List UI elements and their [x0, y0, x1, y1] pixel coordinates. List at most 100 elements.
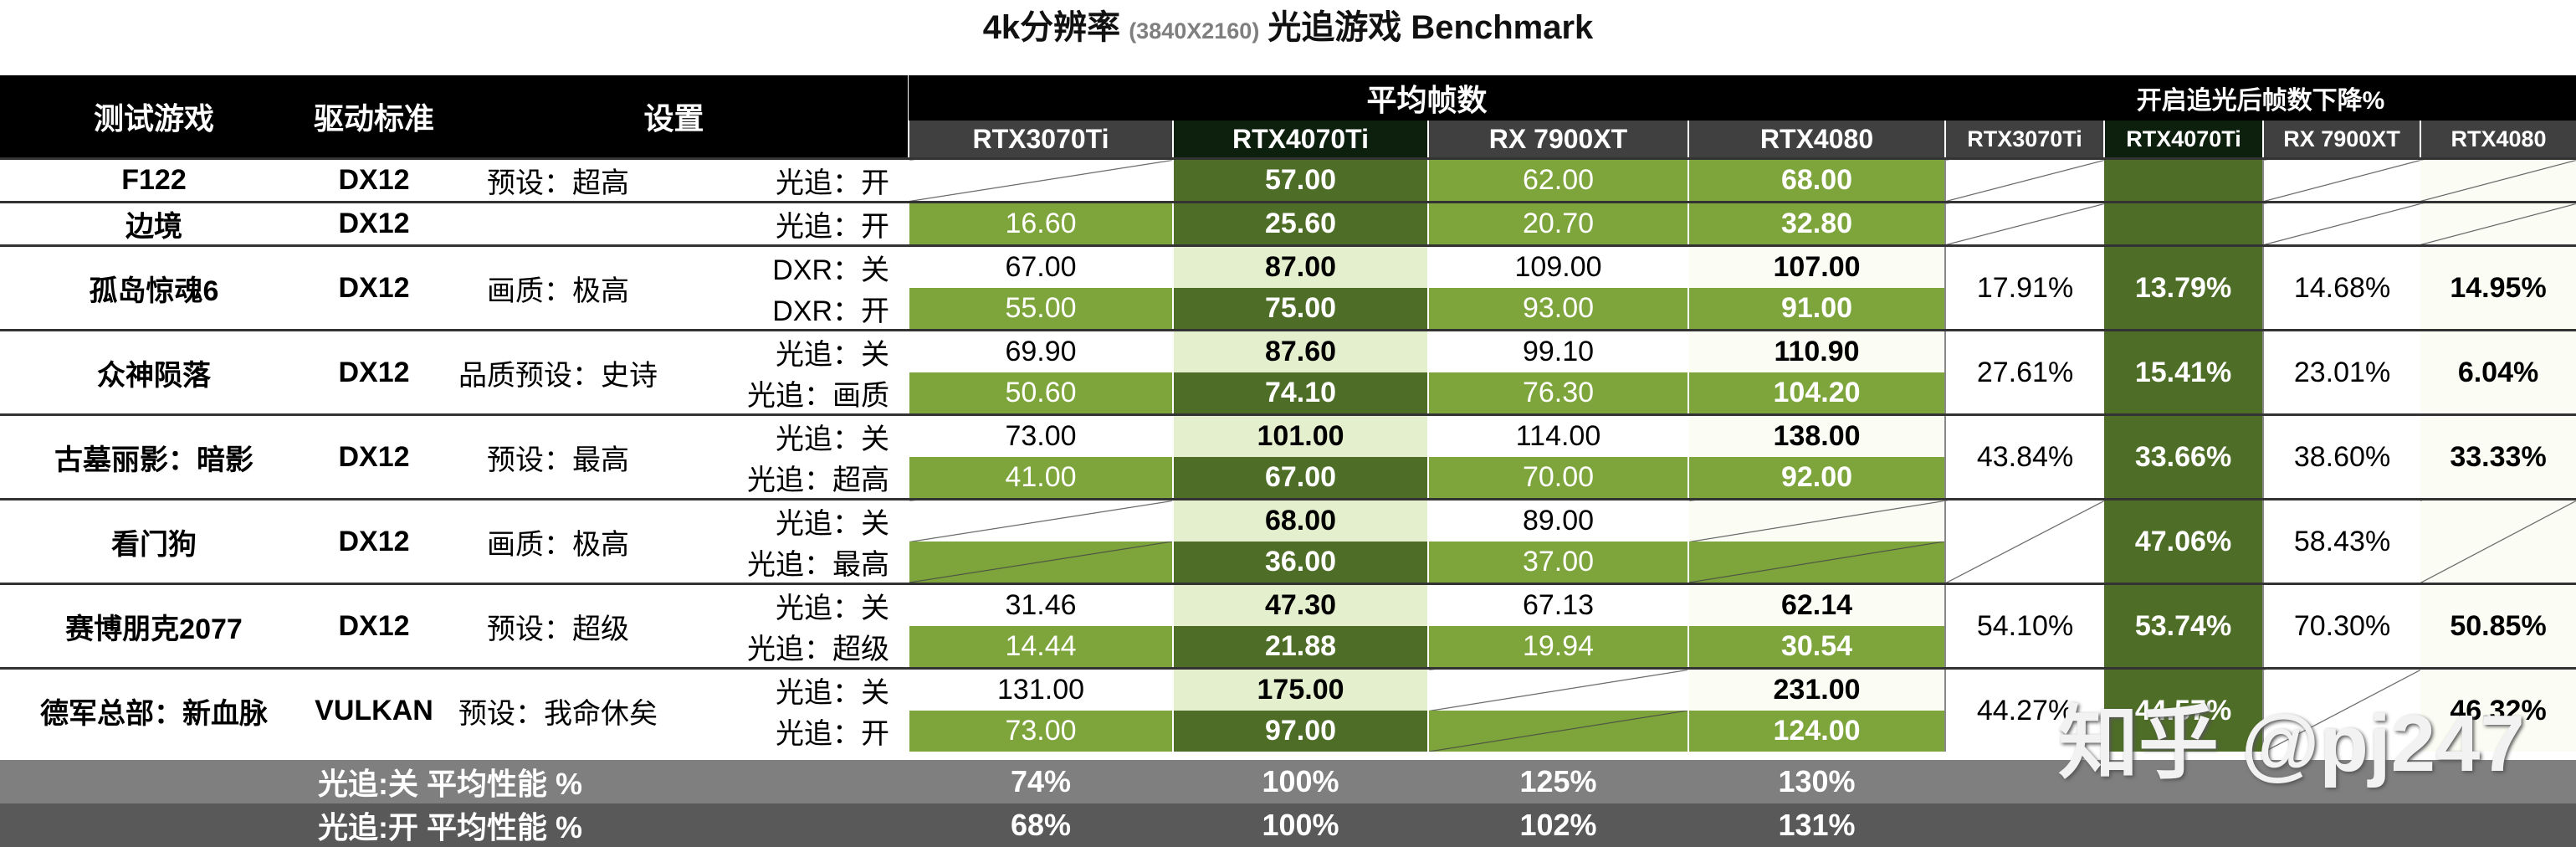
fps-cell: 110.90	[1687, 329, 1946, 372]
drop-pct-cell: 47.06%	[2104, 498, 2264, 584]
fps-cell: 97.00	[1172, 711, 1429, 756]
drop-pct-cell	[2420, 157, 2576, 203]
fps-cell: 131.00	[908, 667, 1174, 711]
preset-label	[440, 201, 676, 246]
fps-cell: 107.00	[1687, 244, 1946, 288]
table-row: DXR：开 55.00 75.00 93.00 91.00	[0, 288, 2576, 331]
fps-cell: 91.00	[1687, 288, 1946, 331]
drop-pct-cell	[2262, 667, 2421, 756]
table-row: 光追：超级 14.44 21.88 19.94 30.54	[0, 626, 2576, 669]
drop-pct-cell: 17.91%	[1944, 244, 2105, 331]
table-row: 光追：最高 36.00 37.00	[0, 542, 2576, 584]
summary-label: 光追:开 平均性能 %	[0, 803, 909, 847]
header-api: 驱动标准	[308, 75, 440, 159]
api-name: DX12	[308, 157, 440, 203]
rt-mode-label: DXR：关	[676, 244, 909, 288]
fps-cell: 14.44	[908, 626, 1174, 669]
fps-cell	[908, 498, 1174, 542]
fps-cell: 74.10	[1172, 372, 1429, 415]
api-name: VULKAN	[308, 667, 440, 756]
page-title: 4k分辨率 (3840X2160) 光追游戏 Benchmark	[0, 0, 2576, 75]
table-row: 看门狗 DX12 画质：极高 光追：关 68.00 89.00 47.06% 58.43%	[0, 498, 2576, 584]
fps-cell: 67.00	[1172, 457, 1429, 500]
drop-pct-cell: 58.43%	[2262, 498, 2421, 584]
api-name: DX12	[308, 583, 440, 669]
fps-cell: 75.00	[1172, 288, 1429, 331]
gpu-header: RX 7900XT	[2262, 121, 2421, 159]
game-name: 德军总部：新血脉	[0, 667, 308, 756]
fps-cell: 87.00	[1172, 244, 1429, 288]
api-name: DX12	[308, 498, 440, 584]
drop-pct-cell: 6.04%	[2420, 329, 2576, 415]
fps-cell: 92.00	[1687, 457, 1946, 500]
drop-pct-cell: 38.60%	[2262, 413, 2421, 500]
summary-label: 光追:关 平均性能 %	[0, 752, 909, 803]
drop-pct-cell	[1944, 498, 2105, 584]
fps-cell: 70.00	[1427, 457, 1689, 500]
fps-cell: 69.90	[908, 329, 1174, 372]
summary-value: 102%	[1428, 803, 1689, 847]
fps-cell: 37.00	[1427, 542, 1689, 584]
drop-pct-cell: 13.79%	[2104, 244, 2264, 331]
header-settings: 设置	[440, 75, 909, 159]
table-row: 光追：超高 41.00 67.00 70.00 92.00	[0, 457, 2576, 500]
game-name: 众神陨落	[0, 329, 308, 415]
drop-pct-cell	[1944, 157, 2105, 203]
api-name: DX12	[308, 413, 440, 500]
drop-pct-cell: 50.85%	[2420, 583, 2576, 669]
rt-mode-label: 光追：关	[676, 583, 909, 626]
fps-cell	[908, 157, 1174, 203]
drop-pct-cell: 43.84%	[1944, 413, 2105, 500]
drop-pct-cell	[1944, 201, 2105, 246]
gpu-header: RTX3070Ti	[1944, 121, 2105, 159]
game-name: 边境	[0, 201, 308, 246]
table-row: 德军总部：新血脉 VULKAN 预设：我命休矣 光追：关 131.00 175.00 231…	[0, 667, 2576, 756]
drop-pct-cell: 44.27%	[1944, 667, 2105, 756]
preset-label: 预设：超级	[440, 583, 676, 669]
rt-mode-label: 光追：画质	[747, 380, 890, 412]
preset-label: 品质预设：史诗	[440, 329, 676, 415]
summary-value: 125%	[1428, 752, 1689, 803]
drop-pct-cell: 46.32%	[2420, 667, 2576, 756]
summary-empty	[1945, 803, 2576, 847]
fps-cell: 93.00	[1427, 288, 1689, 331]
fps-cell: 57.00	[1172, 157, 1429, 203]
api-name: DX12	[308, 329, 440, 415]
gpu-header: RTX4080	[1687, 121, 1946, 159]
drop-pct-cell	[2420, 201, 2576, 246]
fps-cell: 47.30	[1172, 583, 1429, 626]
fps-cell	[1427, 711, 1689, 756]
fps-cell: 19.94	[1427, 626, 1689, 669]
fps-cell: 231.00	[1687, 667, 1946, 711]
preset-label: 预设：我命休矣	[440, 667, 676, 756]
fps-cell: 89.00	[1427, 498, 1689, 542]
header-game: 测试游戏	[0, 75, 308, 159]
fps-cell: 31.46	[908, 583, 1174, 626]
drop-pct-cell: 27.61%	[1944, 329, 2105, 415]
game-name: 赛博朋克2077	[0, 583, 308, 669]
gpu-header: RTX4070Ti	[1172, 121, 1429, 159]
fps-cell: 73.00	[908, 413, 1174, 457]
summary-row: 光追:开 平均性能 % 68% 100% 102% 131%	[0, 803, 2576, 847]
drop-pct-cell: 14.95%	[2420, 244, 2576, 331]
drop-pct-cell: 15.41%	[2104, 329, 2264, 415]
rt-mode-label: 光追：关	[676, 498, 909, 542]
table-row: 光追：开 73.00 97.00 124.00	[0, 711, 2576, 756]
preset-label: 画质：极高	[440, 244, 676, 331]
fps-cell: 175.00	[1172, 667, 1429, 711]
drop-pct-cell	[2420, 498, 2576, 584]
fps-cell: 138.00	[1687, 413, 1946, 457]
summary-value: 100%	[1173, 803, 1429, 847]
rt-mode-label: 光追：最高	[747, 549, 890, 581]
fps-cell: 41.00	[908, 457, 1174, 500]
rt-mode-label: 光追：超级	[747, 634, 890, 665]
fps-cell	[1687, 542, 1946, 584]
drop-pct-cell: 54.10%	[1944, 583, 2105, 669]
fps-cell: 16.60	[908, 201, 1174, 246]
drop-pct-cell	[2104, 201, 2264, 246]
rt-mode-label: 光追：开	[676, 157, 909, 203]
gpu-header: RTX4070Ti	[2103, 121, 2264, 159]
preset-label: 画质：极高	[440, 498, 676, 584]
drop-pct-cell: 33.33%	[2420, 413, 2576, 500]
game-name: F122	[0, 157, 308, 203]
